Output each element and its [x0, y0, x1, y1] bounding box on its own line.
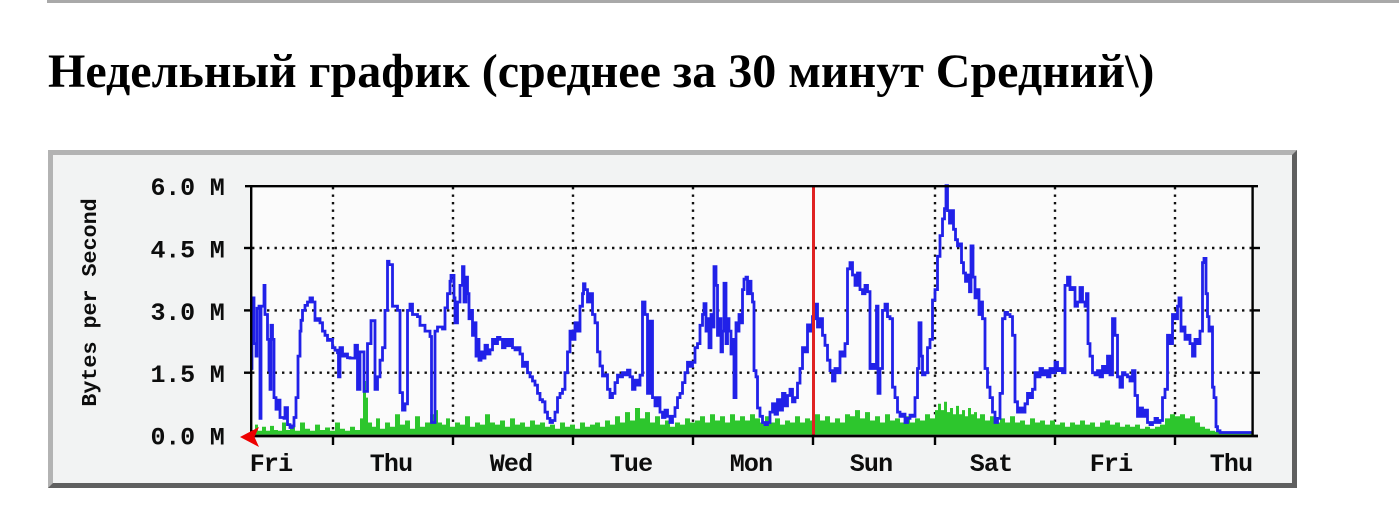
- svg-text:Bytes per Second: Bytes per Second: [78, 198, 103, 406]
- svg-text:3.0 M: 3.0 M: [150, 299, 224, 328]
- svg-text:1.5 M: 1.5 M: [150, 361, 224, 390]
- svg-text:Fri: Fri: [1090, 450, 1133, 479]
- svg-text:Thu: Thu: [1210, 450, 1253, 479]
- svg-text:Mon: Mon: [730, 450, 773, 479]
- svg-text:Wed: Wed: [490, 450, 533, 479]
- svg-text:Tue: Tue: [610, 450, 653, 479]
- svg-text:0.0 M: 0.0 M: [150, 424, 224, 453]
- svg-text:6.0 M: 6.0 M: [150, 174, 224, 203]
- svg-text:4.5 M: 4.5 M: [150, 237, 224, 266]
- svg-text:Sun: Sun: [850, 450, 893, 479]
- svg-text:Sat: Sat: [970, 450, 1013, 479]
- svg-text:Thu: Thu: [370, 450, 413, 479]
- svg-text:Fri: Fri: [250, 450, 293, 479]
